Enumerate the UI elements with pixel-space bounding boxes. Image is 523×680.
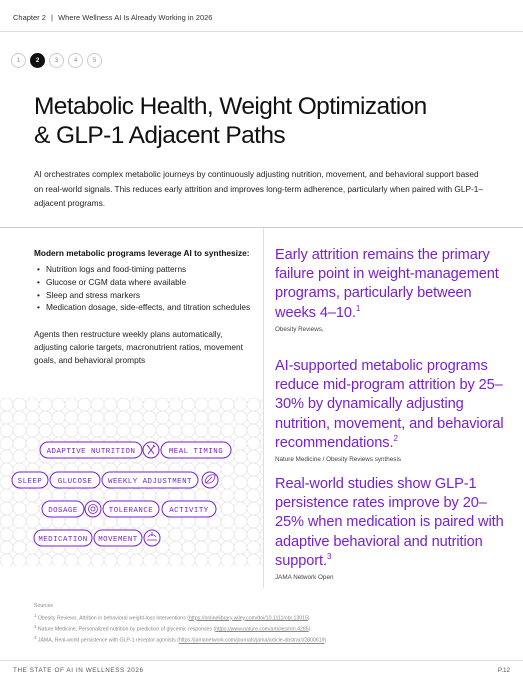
pager-dot-3[interactable]: 3 bbox=[49, 53, 64, 68]
footer-report-title: THE STATE OF AI IN WELLNESS 2026 bbox=[13, 667, 144, 674]
chapter-label: Chapter 2 bbox=[13, 13, 46, 22]
stat-attrition-text: Early attrition remains the primary fail… bbox=[275, 247, 499, 321]
pager-dot-5[interactable]: 5 bbox=[87, 53, 102, 68]
signal-list: Nutrition logs and food-timing patterns … bbox=[34, 263, 254, 314]
stat-glp1-persistence-text: Real-world studies show GLP-1 persistenc… bbox=[275, 476, 504, 569]
running-header: Chapter 2 | Where Wellness AI Is Already… bbox=[13, 13, 212, 22]
stat-attrition: Early attrition remains the primary fail… bbox=[275, 246, 505, 333]
list-item: Glucose or CGM data where available bbox=[34, 276, 254, 289]
metabolic-signals-illustration: ADAPTIVE NUTRITION MEAL TIMING SLEEP GLU… bbox=[0, 398, 264, 566]
chapter-title: Where Wellness AI Is Already Working in … bbox=[58, 13, 213, 22]
stat-glp1-persistence-source: JAMA Network Open bbox=[275, 574, 334, 582]
source-link-2[interactable]: https://www.nature.com/articles/nm.4285 bbox=[215, 626, 309, 633]
intro-paragraph: AI orchestrates complex metabolic journe… bbox=[34, 169, 484, 208]
header-separator: | bbox=[51, 13, 53, 22]
synthesize-lead: Modern metabolic programs leverage AI to… bbox=[34, 248, 250, 258]
chip-glucose-label: GLUCOSE bbox=[58, 478, 93, 486]
leaf-icon bbox=[201, 471, 219, 489]
list-item: Nutrition logs and food-timing patterns bbox=[34, 263, 254, 276]
source-link-3[interactable]: https://jamanetwork.com/journals/jama/ar… bbox=[178, 637, 325, 644]
lotus-icon bbox=[143, 529, 161, 547]
stat-ai-supported: AI-supported metabolic programs reduce m… bbox=[275, 357, 505, 463]
list-item: Sleep and stress markers bbox=[34, 289, 254, 302]
chip-medication-label: MEDICATION bbox=[38, 536, 87, 544]
source-link-1[interactable]: https://onlinelibrary.wiley.com/doi/10.1… bbox=[188, 615, 308, 622]
chip-sleep-label: SLEEP bbox=[18, 478, 43, 486]
chip-weekly-adjustment-label: WEEKLY ADJUSTMENT bbox=[108, 478, 192, 486]
chip-glucose bbox=[49, 471, 101, 489]
pill-icon bbox=[84, 500, 102, 518]
page-title-line1: Metabolic Health, Weight Optimization bbox=[34, 93, 427, 120]
source-item-2: 2 Nature Medicine, Personalized nutritio… bbox=[34, 623, 311, 633]
pager-dot-2[interactable]: 2 bbox=[30, 53, 45, 68]
list-item: Medication dosage, side-effects, and tit… bbox=[34, 301, 254, 314]
section-divider bbox=[0, 227, 523, 228]
page-title: Metabolic Health, Weight Optimization & … bbox=[34, 92, 494, 150]
left-column: Modern metabolic programs leverage AI to… bbox=[34, 248, 254, 367]
chip-tolerance bbox=[102, 500, 160, 518]
header-divider bbox=[0, 31, 523, 32]
chip-adaptive-nutrition-label: ADAPTIVE NUTRITION bbox=[47, 448, 136, 456]
page-pager: 1 2 3 4 5 bbox=[11, 53, 102, 68]
chip-sleep bbox=[11, 471, 49, 489]
chip-activity-label: ACTIVITY bbox=[169, 507, 209, 515]
agents-paragraph: Agents then restructure weekly plans aut… bbox=[34, 329, 243, 365]
chip-movement-label: MOVEMENT bbox=[98, 536, 138, 544]
chip-activity bbox=[161, 500, 217, 518]
stat-ai-supported-source: Nature Medicine / Obesity Reviews synthe… bbox=[275, 456, 401, 464]
chip-adaptive-nutrition bbox=[39, 441, 143, 459]
stat-attrition-source: Obesity Reviews, bbox=[275, 325, 324, 333]
chip-tolerance-label: TOLERANCE bbox=[109, 507, 153, 515]
chip-dosage bbox=[41, 500, 85, 518]
sources-block: Sources 1 Obesity Reviews, Attrition in … bbox=[34, 602, 326, 645]
stat-ai-supported-text: AI-supported metabolic programs reduce m… bbox=[275, 358, 504, 451]
pager-dot-1[interactable]: 1 bbox=[11, 53, 26, 68]
chip-weekly-adjustment bbox=[101, 471, 199, 489]
footer-page-number: P.12 bbox=[497, 667, 510, 674]
sources-label: Sources bbox=[34, 603, 54, 609]
footer-divider bbox=[0, 660, 523, 661]
source-item-1: 1 Obesity Reviews, Attrition in behavior… bbox=[34, 612, 310, 622]
chip-meal-timing bbox=[160, 441, 232, 459]
pager-dot-4[interactable]: 4 bbox=[68, 53, 83, 68]
page-title-line2: & GLP-1 Adjacent Paths bbox=[34, 122, 286, 149]
chip-meal-timing-label: MEAL TIMING bbox=[169, 448, 223, 456]
chip-movement bbox=[93, 529, 143, 547]
chip-dosage-label: DOSAGE bbox=[48, 507, 78, 515]
source-item-3: 3 JAMA, Real-world persistence with GLP-… bbox=[34, 634, 327, 644]
chip-medication bbox=[33, 529, 93, 547]
stat-glp1-persistence: Real-world studies show GLP-1 persistenc… bbox=[275, 475, 505, 581]
